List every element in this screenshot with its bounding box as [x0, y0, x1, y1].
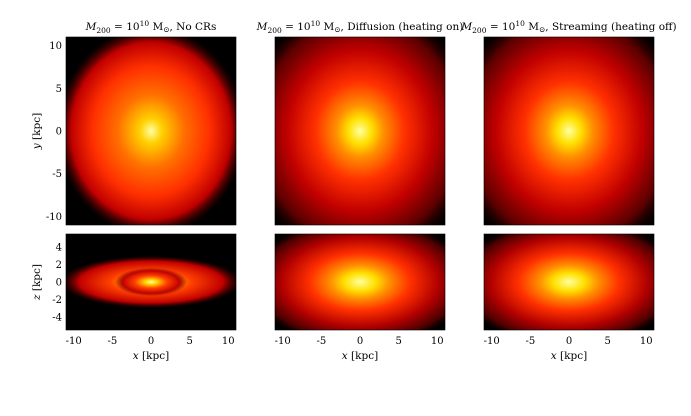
x-tick-label: 10 [222, 336, 235, 347]
z-tick-label: 2 [56, 260, 62, 271]
panel-title-3: M200 = 1010 M⊙, Streaming (heating off) [460, 19, 676, 35]
x-tick-label: 10 [640, 336, 653, 347]
x-tick-label: 0 [357, 336, 363, 347]
x-axis-label-1: x [kpc] [133, 350, 169, 362]
y-tick-label: -10 [46, 212, 62, 223]
x-tick-label: 5 [186, 336, 192, 347]
y-tick-label: 5 [56, 84, 62, 95]
panel-edge-on-2 [274, 233, 446, 331]
x-tick-label: 0 [148, 336, 154, 347]
x-tick-label: -5 [316, 336, 326, 347]
x-tick-label: 10 [431, 336, 444, 347]
x-tick-label: -5 [525, 336, 535, 347]
z-tick-label: 0 [56, 278, 62, 289]
surface-density-map [275, 37, 445, 225]
panel-title-1: M200 = 1010 M⊙, No CRs [85, 19, 217, 35]
panel-edge-on-3 [483, 233, 655, 331]
x-axis-label-3: x [kpc] [551, 350, 587, 362]
panel-face-on-2 [274, 36, 446, 226]
x-tick-label: -10 [66, 336, 82, 347]
x-tick-label: 5 [395, 336, 401, 347]
panel-edge-on-1 [65, 233, 237, 331]
z-tick-label: -4 [52, 312, 62, 323]
y-tick-label: -5 [52, 169, 62, 180]
x-tick-label: 5 [604, 336, 610, 347]
x-tick-label: 0 [566, 336, 572, 347]
z-tick-label: 4 [56, 243, 62, 254]
y-tick-label: 10 [49, 41, 62, 52]
y-axis-label: y [kpc] [31, 113, 43, 150]
x-tick-label: -10 [484, 336, 500, 347]
y-tick-label: 0 [56, 127, 62, 138]
surface-density-map [66, 37, 236, 225]
z-tick-label: -2 [52, 295, 62, 306]
panel-title-2: M200 = 1010 M⊙, Diffusion (heating on) [256, 19, 464, 35]
panel-face-on-3 [483, 36, 655, 226]
central-bulge [115, 268, 187, 296]
surface-density-map [275, 234, 445, 330]
x-axis-label-2: x [kpc] [342, 350, 378, 362]
x-tick-label: -5 [107, 336, 117, 347]
panel-face-on-1 [65, 36, 237, 226]
surface-density-map [484, 37, 654, 225]
z-axis-label: z [kpc] [31, 264, 43, 301]
x-tick-label: -10 [275, 336, 291, 347]
surface-density-map [484, 234, 654, 330]
